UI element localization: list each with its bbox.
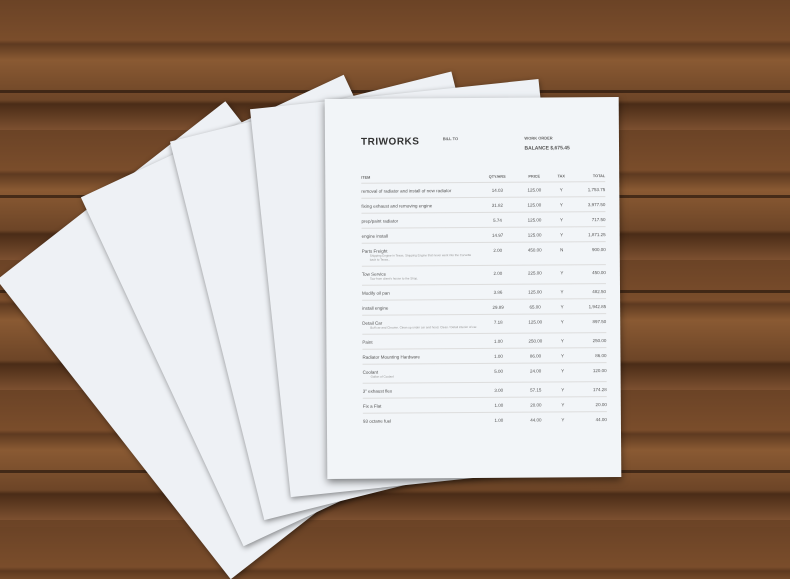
total: 1,942.85 (588, 303, 607, 309)
qty: 3.86 (493, 289, 503, 295)
table-row: Detail Car Buff car and Chrome. Clean up … (362, 312, 607, 334)
price: 125.00 (527, 232, 542, 238)
price: 125.00 (527, 217, 542, 223)
table-row: engine install 14.97 125.00 Y 1,871.25 (361, 225, 606, 243)
qty: 2.00 (493, 270, 503, 276)
work-order-label: WORK ORDER (524, 135, 553, 141)
price: 86.00 (529, 353, 542, 359)
table-row: fixing exhaust and removing engine 31.82… (361, 195, 606, 213)
item-name: prep/paint radiator (361, 218, 399, 224)
tax: Y (561, 367, 565, 373)
qty: 7.18 (493, 319, 503, 325)
tax: Y (561, 416, 565, 422)
tax: Y (560, 269, 564, 275)
total: 86.00 (595, 352, 607, 358)
item-name: Modify oil pan (362, 290, 390, 296)
total: 717.50 (591, 216, 606, 222)
price: 125.00 (527, 187, 542, 193)
balance: BALANCE $,675.45 (524, 145, 570, 152)
table-row: removal of radiator and install of new r… (361, 180, 606, 198)
item-description: Tow from client's house to the Shop. (369, 275, 419, 281)
price: 125.00 (528, 289, 542, 295)
tax: Y (560, 288, 564, 294)
total: 120.00 (592, 367, 607, 373)
price: 44.00 (530, 417, 542, 423)
table-row: Radiator Mounting Hardware 1.00 86.00 Y … (362, 346, 607, 364)
qty: 29.89 (492, 304, 504, 310)
price: 20.00 (530, 402, 542, 408)
company-address (361, 147, 442, 161)
balance-value: $,675.45 (550, 145, 570, 152)
item-name: Fix a Flat (362, 403, 382, 409)
tax: Y (559, 186, 563, 192)
total: 44.00 (595, 416, 607, 422)
total: 450.00 (592, 269, 606, 275)
tax: Y (560, 303, 564, 309)
tax: Y (560, 318, 564, 324)
bill-to-label: BILL TO (442, 136, 459, 142)
company-logo: TRIWORKS (360, 136, 420, 148)
table-row: Coolant Gallon of Coolant 5.00 24.00 Y 12… (362, 361, 607, 383)
total: 3,977.50 (587, 201, 606, 207)
item-description: Gallon of Coolant (370, 374, 394, 379)
total: 482.50 (592, 288, 607, 294)
item-name: fixing exhaust and removing engine (361, 202, 433, 209)
qty: 3.00 (494, 387, 504, 393)
table-row: prep/paint radiator 5.74 125.00 Y 717.50 (361, 210, 606, 228)
qty: 31.82 (491, 202, 504, 208)
qty: 1.00 (493, 338, 503, 344)
qty: 5.74 (493, 217, 502, 223)
item-description: Buff car and Chrome. Clean up under car … (370, 324, 478, 330)
table-row: 3" exhaust flex 3.00 57.15 Y 174.28 (362, 380, 607, 398)
price: 225.00 (527, 270, 542, 276)
qty: 1.00 (494, 417, 504, 423)
table-row: Paint 1.00 250.00 Y 250.00 (362, 331, 607, 349)
qty: 14.97 (491, 232, 504, 238)
price: 57.15 (530, 387, 542, 393)
tax: Y (560, 231, 564, 237)
item-name: install engine (362, 305, 389, 311)
total: 174.28 (592, 386, 607, 392)
tax: Y (561, 401, 565, 407)
total: 1,753.75 (587, 186, 606, 192)
total: 250.00 (592, 337, 607, 343)
total: 1,871.25 (588, 231, 606, 237)
table-row: install engine 29.89 65.00 Y 1,942.85 (362, 297, 607, 315)
price: 24.00 (529, 368, 542, 374)
qty: 14.03 (491, 187, 503, 193)
tax: Y (560, 352, 564, 358)
item-name: engine install (361, 233, 388, 239)
item-name: Radiator Mounting Hardware (362, 353, 421, 360)
line-items: removal of radiator and install of new r… (361, 180, 607, 428)
item-name: removal of radiator and install of new r… (361, 187, 452, 194)
price: 450.00 (527, 247, 542, 253)
table-row: Fix a Flat 1.00 20.00 Y 20.00 (362, 395, 607, 413)
item-name: 93 octane fuel (362, 418, 392, 424)
tax: N (560, 246, 564, 252)
table-row: Modify oil pan 3.86 125.00 Y 482.50 (361, 282, 607, 300)
tax: Y (559, 201, 563, 207)
tax: Y (561, 386, 565, 392)
qty: 1.00 (494, 402, 504, 408)
tax: Y (559, 216, 564, 222)
price: 65.00 (529, 304, 541, 310)
tax: Y (560, 337, 564, 343)
qty: 2.00 (493, 247, 503, 253)
table-row: Tow Service Tow from client's house to th… (361, 263, 606, 285)
price: 125.00 (528, 319, 543, 325)
table-row: Parts Freight Shipping Engine in Texas. S… (361, 240, 606, 266)
item-description: Shipping Engine in Texas. Shipping Engin… (369, 252, 472, 262)
invoice-sheet: TRIWORKS BILL TO WORK ORDER BALANCE $,67… (324, 96, 622, 480)
item-name: 3" exhaust flex (362, 388, 393, 394)
qty: 1.00 (494, 353, 503, 359)
total: 897.50 (592, 318, 607, 324)
table-row: 93 octane fuel 1.00 44.00 Y 44.00 (362, 410, 607, 428)
price: 250.00 (528, 338, 543, 344)
item-name: Paint (362, 339, 373, 345)
qty: 5.00 (494, 368, 503, 374)
total: 900.00 (591, 246, 606, 252)
price: 125.00 (527, 202, 542, 208)
total: 20.00 (595, 401, 607, 407)
